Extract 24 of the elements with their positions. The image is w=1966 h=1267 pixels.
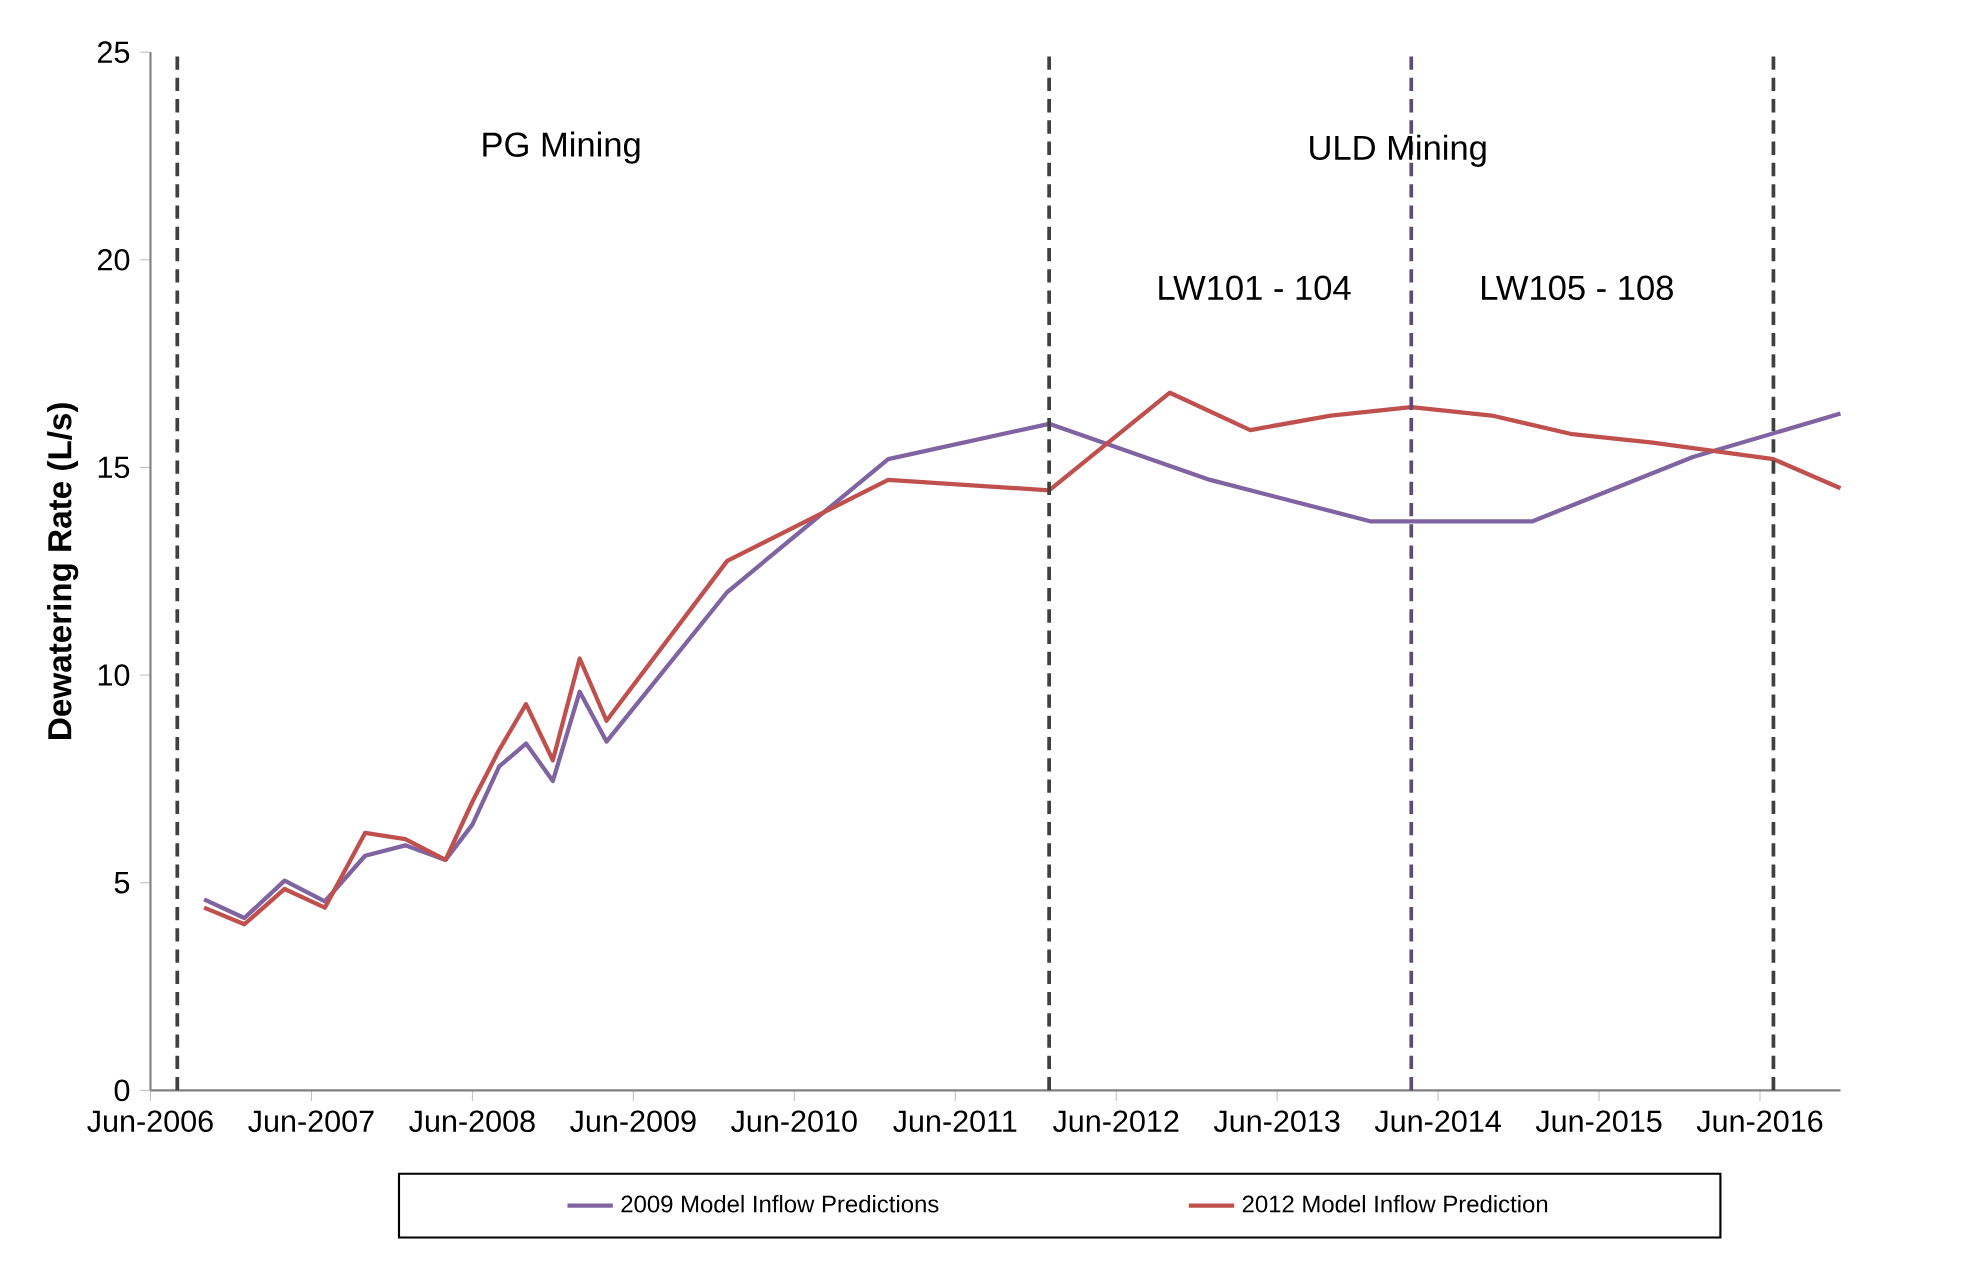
y-tick-label: 0 xyxy=(114,1079,130,1102)
y-axis-title: Dewatering Rate (L/s) xyxy=(47,402,79,739)
y-tick-label: 5 xyxy=(114,871,130,894)
y-tick-label: 20 xyxy=(98,248,130,271)
y-tick-label: 10 xyxy=(98,664,130,686)
x-tick-label: Jun-2014 xyxy=(1374,1110,1501,1132)
x-tick-label: Jun-2008 xyxy=(409,1110,535,1132)
annotation: ULD Mining xyxy=(1310,134,1486,167)
x-tick-label: Jun-2012 xyxy=(1052,1110,1179,1132)
x-tick-label: Jun-2015 xyxy=(1535,1110,1662,1132)
x-tick-label: Jun-2016 xyxy=(1696,1110,1823,1132)
y-tick-label: 15 xyxy=(98,456,130,478)
annotation: LW101 - 104 xyxy=(1159,275,1351,300)
annotation: LW105 - 108 xyxy=(1482,275,1673,300)
legend-label: 2012 Model Inflow Prediction xyxy=(1242,1194,1548,1213)
legend-label: 2009 Model Inflow Predictions xyxy=(621,1194,939,1213)
x-tick-label: Jun-2009 xyxy=(570,1110,696,1132)
x-tick-label: Jun-2007 xyxy=(248,1110,374,1132)
x-tick-label: Jun-2010 xyxy=(731,1110,857,1132)
annotation: PG Mining xyxy=(483,131,640,164)
y-tick-label: 25 xyxy=(98,41,130,63)
x-tick-label: Jun-2006 xyxy=(87,1110,213,1132)
x-tick-label: Jun-2013 xyxy=(1213,1110,1340,1132)
x-tick-label: Jun-2011 xyxy=(893,1110,1017,1132)
